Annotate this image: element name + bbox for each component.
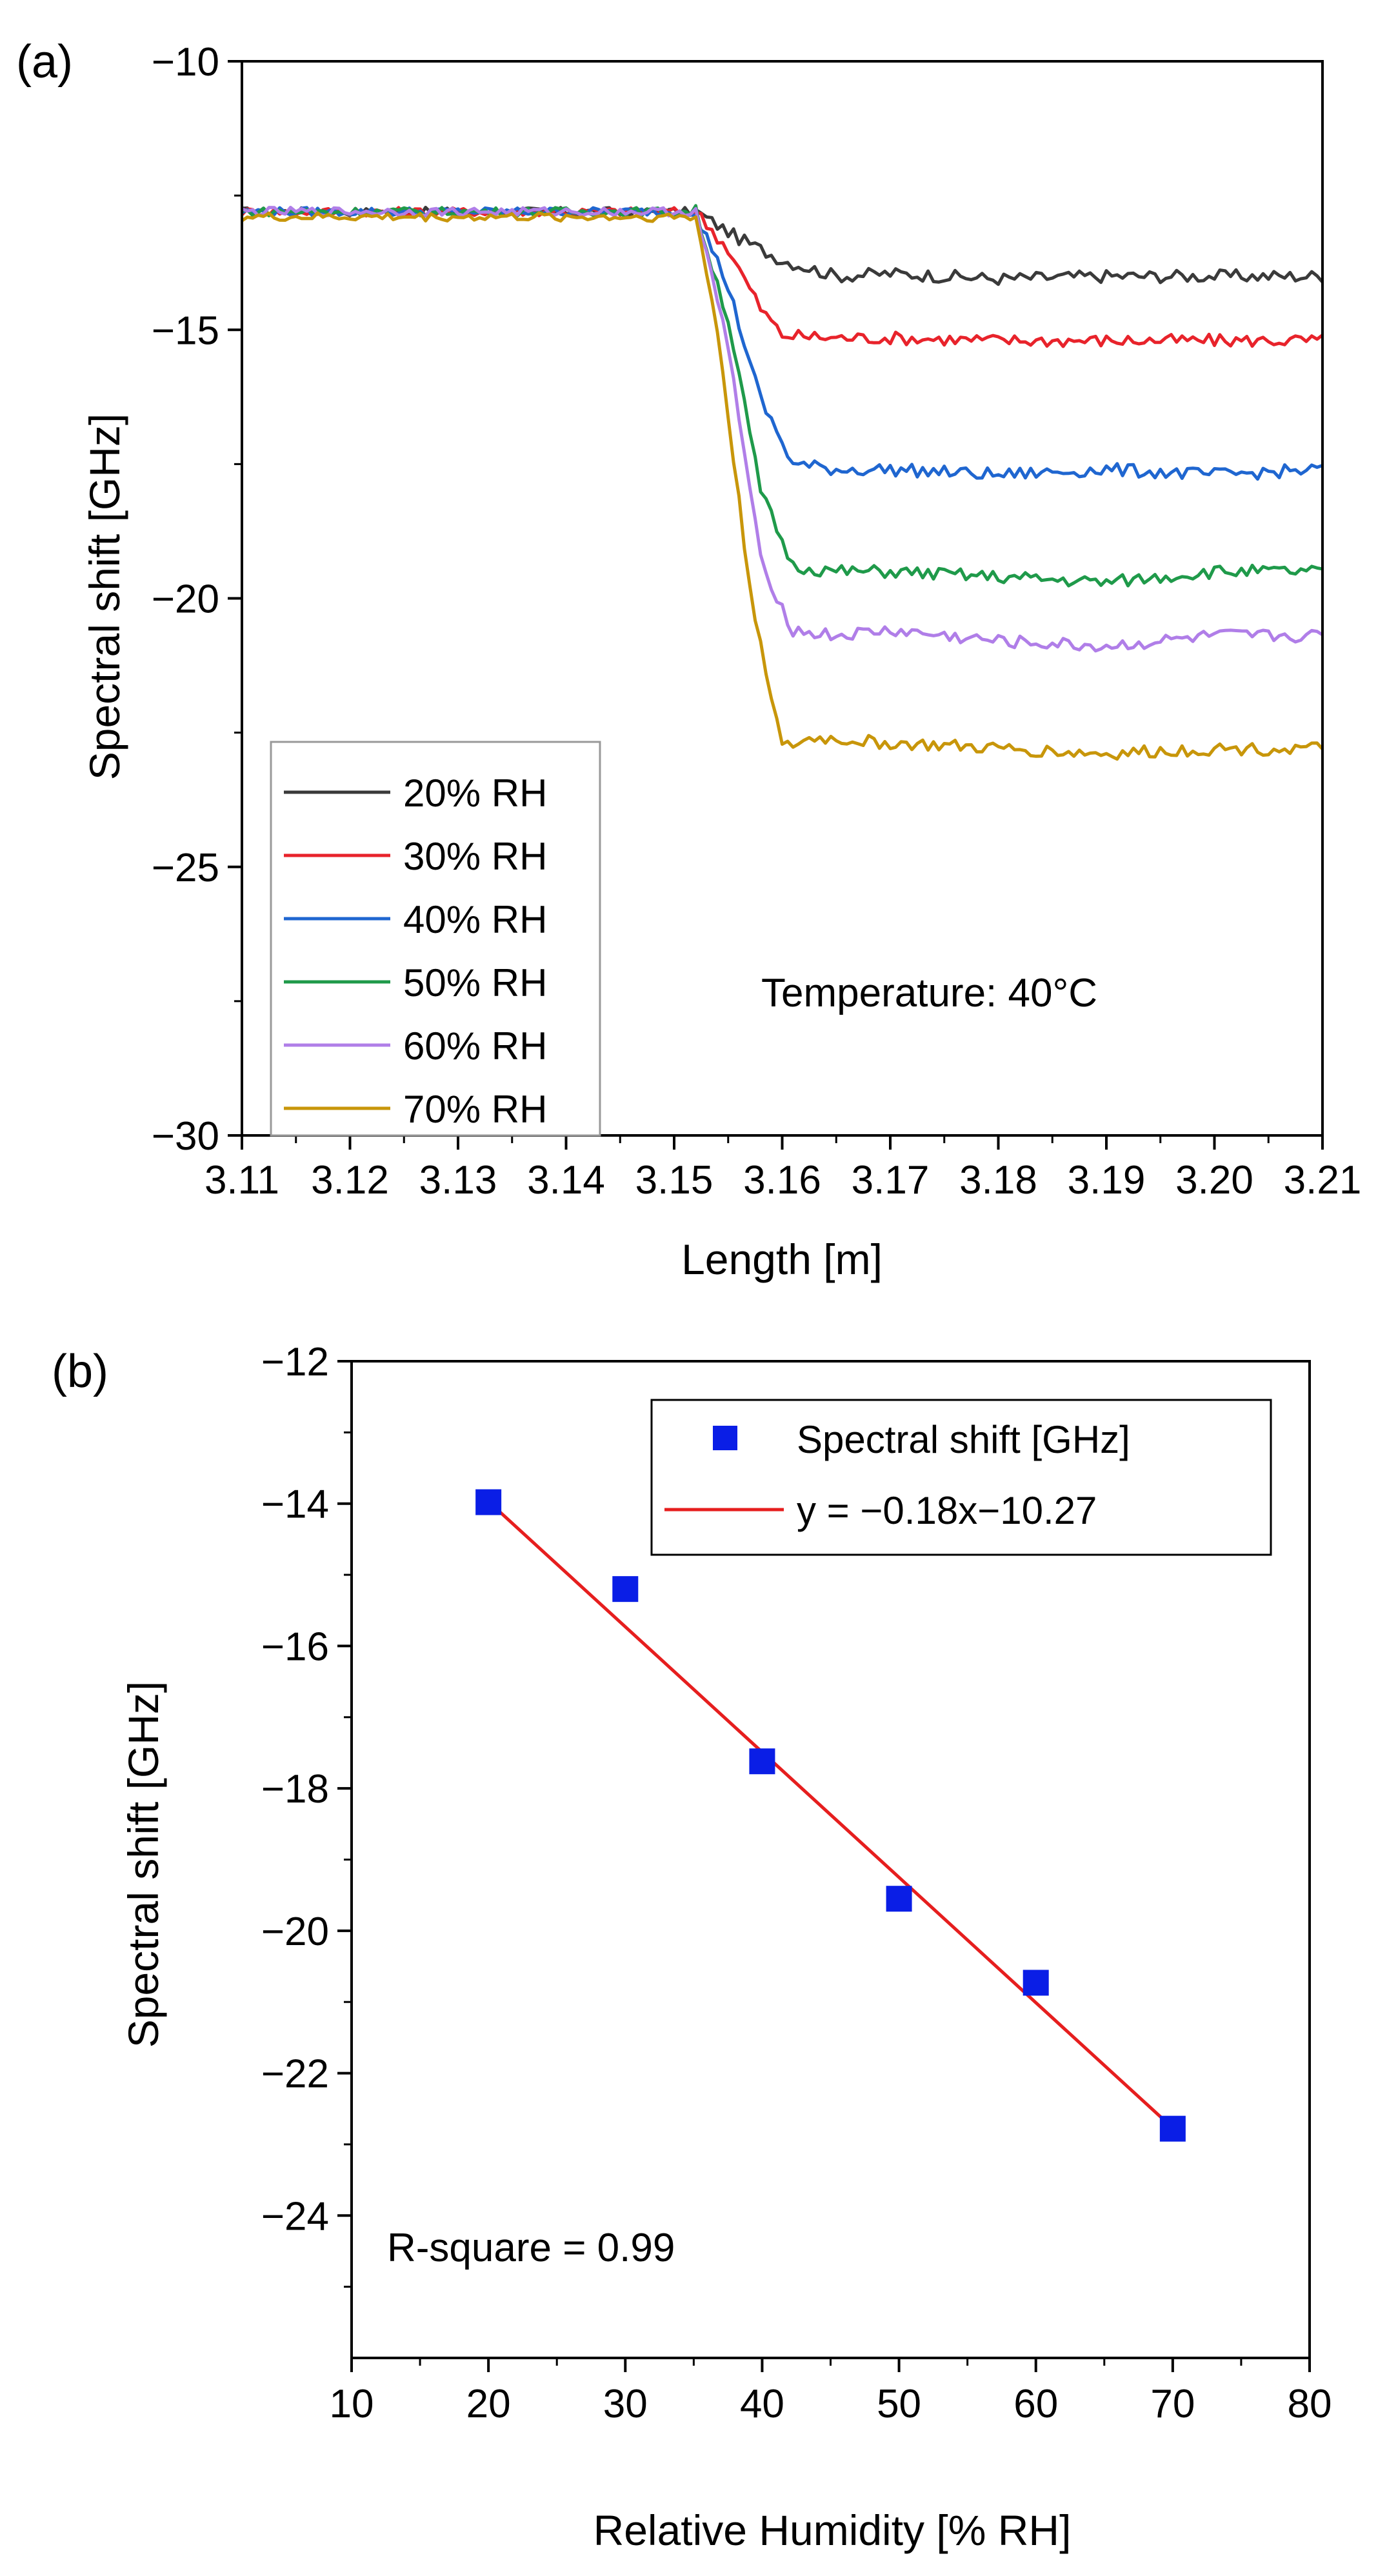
panel-b-x-tick-label: 10 — [330, 2382, 374, 2426]
panel-b-data-point — [886, 1886, 912, 1912]
panel-b-x-tick-label: 50 — [877, 2382, 921, 2426]
panel-b-x-tick-label: 20 — [466, 2382, 511, 2426]
panel-b-y-tick-label: −20 — [261, 1910, 329, 1954]
panel-a-x-tick-label: 3.18 — [959, 1158, 1037, 1203]
panel-a-legend-label: 20% RH — [403, 772, 547, 815]
panel-b-x-tick-label: 60 — [1013, 2382, 1058, 2426]
panel-a-y-tick-label: −30 — [152, 1114, 219, 1159]
panel-a-x-tick-label: 3.21 — [1284, 1158, 1362, 1203]
panel-a-label: (a) — [16, 36, 73, 88]
panel-a-series-line — [241, 211, 1324, 761]
panel-a-axes-box — [241, 60, 1324, 1137]
panel-a-x-tick-label: 3.20 — [1175, 1158, 1253, 1203]
panel-b-y-tick-label: −24 — [261, 2194, 329, 2239]
panel-a-y-tick-label: −20 — [152, 577, 219, 622]
panel-a-legend-box — [270, 741, 601, 1137]
panel-a-series-line — [241, 206, 1324, 348]
panel-a-x-tick-label: 3.11 — [205, 1158, 279, 1203]
panel-b-y-axis-title: Spectral shift [GHz] — [119, 1681, 167, 2048]
panel-a-x-axis-title: Length [m] — [681, 1235, 883, 1283]
panel-b-x-tick-label: 30 — [603, 2382, 648, 2426]
panel-a-y-tick-label: −15 — [152, 308, 219, 353]
panel-b-y-tick-label: −22 — [261, 2052, 329, 2097]
panel-a-legend-label: 30% RH — [403, 835, 547, 878]
panel-b-data-point — [749, 1748, 775, 1775]
panel-b-x-tick-label: 40 — [740, 2382, 784, 2426]
panel-a-x-tick-label: 3.12 — [311, 1158, 389, 1203]
panel-a-y-tick-label: −25 — [152, 846, 219, 890]
panel-b-legend: Spectral shift [GHz] y = −0.18x−10.27 — [650, 1399, 1272, 1556]
panel-b-x-tick-label: 70 — [1150, 2382, 1195, 2426]
panel-a-legend-label: 50% RH — [403, 961, 547, 1004]
panel-a-x-tick-label: 3.13 — [419, 1158, 497, 1203]
panel-a-y-tick-label: −10 — [152, 40, 219, 85]
panel-b-axes-box — [350, 1360, 1311, 2359]
panel-a-x-tick-label: 3.19 — [1068, 1158, 1146, 1203]
panel-b-y-tick-label: −18 — [261, 1767, 329, 1812]
panel-b-data-point — [612, 1576, 639, 1603]
panel-a-legend-label: 40% RH — [403, 898, 547, 941]
panel-b-legend-label-fit: y = −0.18x−10.27 — [797, 1489, 1097, 1532]
panel-a-legend-label: 60% RH — [403, 1024, 547, 1068]
panel-a-temperature-annotation: Temperature: 40°C — [761, 971, 1097, 1015]
panel-b-legend-label-points: Spectral shift [GHz] — [797, 1418, 1130, 1461]
panel-b-legend-marker — [713, 1426, 737, 1450]
panel-a-series-line — [241, 206, 1324, 286]
panel-b-y-tick-label: −12 — [261, 1340, 329, 1384]
panel-b: (b) 10 20 30 40 50 60 70 80 −12 −14 −16 −18 −20 −22 −2… — [52, 1340, 1332, 2554]
panel-b-data-point — [475, 1489, 502, 1515]
panel-b-legend-box — [650, 1399, 1272, 1556]
panel-a-legend: 20% RH 30% RH 40% RH 50% RH 60% RH 70% RH — [270, 741, 601, 1137]
panel-b-y-tick-label: −14 — [261, 1483, 329, 1527]
panel-a-x-tick-label: 3.15 — [635, 1158, 713, 1203]
panel-b-data-point — [1023, 1970, 1049, 1996]
panel-b-fit-line — [487, 1500, 1174, 2130]
panel-a-x-tick-label: 3.17 — [852, 1158, 930, 1203]
panel-a-y-axis-title: Spectral shift [GHz] — [81, 414, 128, 781]
panel-a-x-tick-label: 3.16 — [743, 1158, 821, 1203]
panel-b-y-tick-label: −16 — [261, 1624, 329, 1669]
panel-a-series-line — [241, 206, 1324, 653]
panel-a: (a) 3.11 3.12 3.13 3.14 3.15 3.16 3.17 3.18 3.19… — [16, 36, 1361, 1283]
panel-b-rsquare-annotation: R-square = 0.99 — [387, 2226, 675, 2270]
panel-b-x-axis-title: Relative Humidity [% RH] — [594, 2506, 1072, 2554]
panel-b-x-tick-label: 80 — [1288, 2382, 1332, 2426]
panel-a-legend-label: 70% RH — [403, 1088, 547, 1131]
panel-b-label: (b) — [52, 1346, 108, 1397]
panel-a-x-tick-label: 3.14 — [527, 1158, 605, 1203]
panel-b-data-point — [1159, 2115, 1186, 2142]
